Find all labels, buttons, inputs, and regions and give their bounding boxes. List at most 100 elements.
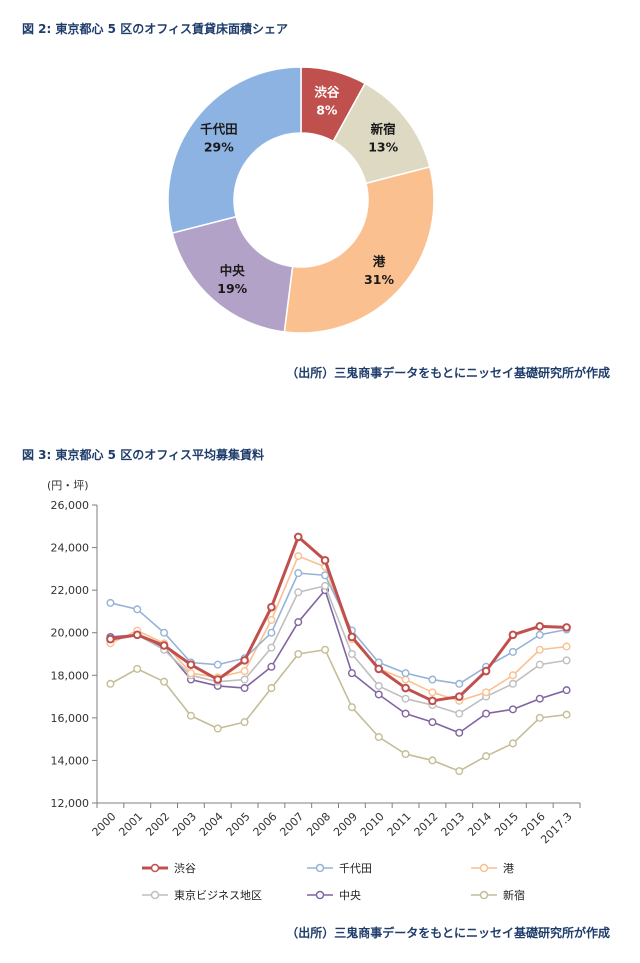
x-tick-label: 2007 [277,810,306,839]
series-point [321,645,330,654]
donut-slice-2 [283,166,435,334]
series-point [321,581,330,590]
series-point [428,688,437,697]
series-point [240,667,249,676]
x-tick-label: 2000 [90,810,119,839]
series-point [508,630,518,640]
legend-label: 千代田 [339,862,372,875]
slice-value-label: 29% [204,139,234,154]
x-tick-label: 2004 [197,810,226,839]
series-point [186,660,196,669]
series-point [294,552,303,561]
series-point [267,684,276,693]
x-tick-label: 2005 [224,810,253,839]
series-point [267,615,276,624]
series-point [240,684,249,693]
series-line [110,648,567,772]
series-point [160,628,169,637]
y-tick-label: 24,000 [51,542,90,555]
series-line [110,589,567,734]
series-point [133,605,142,614]
series-point [508,705,517,714]
line-series [106,532,571,776]
x-tick-label: 2001 [116,810,145,839]
series-point [293,532,303,542]
series-point [508,679,517,688]
series-point [535,645,544,654]
series-point [213,724,222,733]
slice-value-label: 8% [316,102,338,117]
series-point [428,696,437,706]
figure3-source: （出所）三鬼商事データをもとにニッセイ基礎研究所が作成 [286,926,610,940]
series-point [240,656,249,665]
series-point [401,675,410,684]
y-tick-label: 26,000 [51,499,90,512]
series-point [454,692,464,701]
series-point [562,656,571,665]
x-tick-label: 2002 [143,810,172,839]
line-axes: (円・坪) 12,000 14,000 16,000 18,000 20,000 22,00… [47,479,581,846]
series-line [110,535,567,703]
series-point [535,713,544,722]
series-point [106,598,115,607]
series-point [508,647,517,656]
slice-name-label: 渋谷 [314,84,340,99]
series-point [294,618,303,627]
series-point [159,641,169,650]
legend-swatch-marker [315,890,325,900]
series-point [374,690,383,699]
series-point [267,628,276,637]
series-point [401,683,410,693]
series-point [186,711,195,720]
figure2-title: 図 2: 東京都心 5 区のオフィス賃貸床面積シェア [22,22,288,36]
series-point [294,569,303,578]
series-point [347,669,356,678]
donut-slices [167,66,435,334]
series-point [106,634,115,644]
legend-label: 渋谷 [174,862,196,875]
series-point [455,709,464,718]
slice-name-label: 新宿 [371,121,396,136]
series-point [535,694,544,703]
series-point [374,681,383,690]
x-tick-label: 2009 [331,810,360,839]
series-point [106,679,115,688]
series-point [482,709,491,718]
series-point [267,602,276,612]
series-point [240,675,249,684]
series-point [401,694,410,703]
series-point [294,650,303,659]
series-point [374,664,384,674]
x-tick-label: 2008 [304,810,333,839]
x-tick-label: 2011 [385,810,414,839]
legend-swatch-marker [479,863,489,873]
x-tick-label: 2006 [251,810,280,839]
series-point [535,630,544,639]
slice-name-label: 千代田 [200,121,238,136]
series-point [267,643,276,652]
y-tick-label: 22,000 [51,584,90,597]
legend-label: 中央 [339,889,361,902]
series-point [482,688,491,697]
x-tick-label: 2003 [170,810,199,839]
series-point [374,733,383,742]
series-point [562,710,571,719]
series-point [508,671,517,680]
donut-slice-4 [167,66,302,234]
series-point [401,709,410,718]
series-point [401,669,410,678]
slice-value-label: 13% [368,139,398,154]
legend-swatch-marker [150,863,160,873]
series-point [428,718,437,727]
figure3-title: 図 3: 東京都心 5 区のオフィス平均募集賃料 [22,448,264,462]
x-tick-label: 2010 [358,810,387,839]
figure2-source: （出所）三鬼商事データをもとにニッセイ基礎研究所が作成 [286,366,610,380]
series-point [294,588,303,597]
x-tick-label: 2012 [412,810,441,839]
series-point [455,767,464,776]
y-tick-label: 14,000 [51,754,90,767]
legend-swatch-marker [479,890,489,900]
series-line [110,585,567,715]
series-point [562,642,571,651]
